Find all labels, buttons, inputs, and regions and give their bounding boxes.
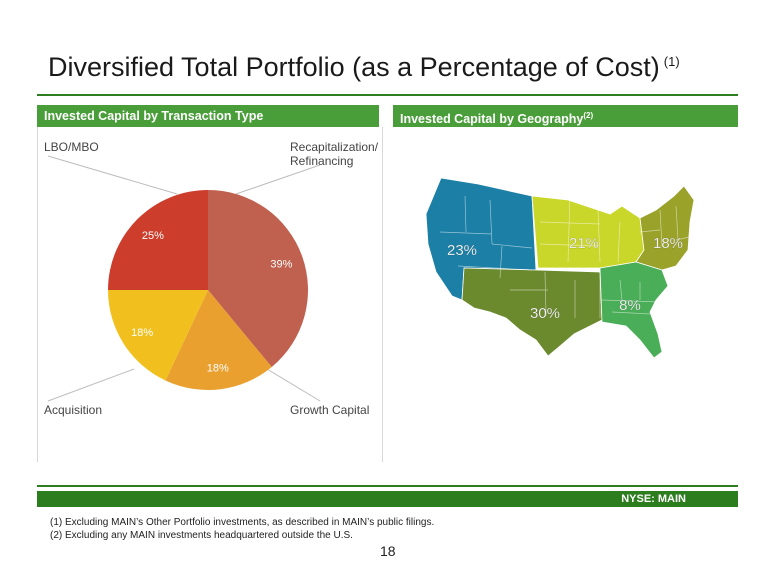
map-region-west: [425, 177, 537, 301]
map-region-southeast-label: 8%: [619, 297, 641, 314]
footnote-2: (2) Excluding any MAIN investments headq…: [50, 530, 353, 541]
label-recapitalization-line1: Recapitalization/: [290, 140, 379, 154]
leader-line-acquisition: [47, 368, 135, 402]
footer-ticker-bar: NYSE: MAIN: [37, 491, 738, 507]
map-region-west-label: 23%: [447, 242, 477, 259]
transaction-type-header: Invested Capital by Transaction Type: [37, 105, 379, 127]
pie-label-0: 39%: [270, 259, 292, 271]
slide-title: Diversified Total Portfolio (as a Percen…: [48, 52, 680, 82]
geography-footnote-marker: (2): [583, 111, 594, 120]
label-acquisition: Acquisition: [44, 403, 103, 417]
map-region-south-central-label: 30%: [530, 305, 560, 322]
pie-label-2: 18%: [131, 327, 153, 339]
left-panel-divider: [37, 127, 38, 462]
label-recapitalization-line2: Refinancing: [290, 154, 354, 168]
pie-slice-acquisition: [108, 290, 208, 381]
leader-line-recap: [235, 164, 321, 195]
map-regions: [425, 177, 695, 359]
geography-header: Invested Capital by Geography(2): [393, 105, 738, 127]
pie-slice-recapitalization-refinancing: [208, 190, 308, 368]
pie-label-1: 18%: [207, 362, 229, 374]
pie-slices: 39% 18% 18% 25%: [108, 190, 308, 390]
pie-slice-growth-capital: [165, 290, 272, 390]
map-region-northeast-label: 18%: [653, 235, 683, 252]
leader-line-growth: [261, 365, 321, 402]
leader-line-lbo: [47, 155, 178, 195]
title-footnote-marker: (1): [663, 54, 680, 69]
map-region-southeast: [599, 261, 669, 359]
map-region-labels: 23% 21% 18% 30% 8%: [447, 235, 683, 322]
map-region-south-central: [461, 267, 603, 357]
pie-slice-lbo-mbo: [108, 190, 208, 290]
footer-thin-rule: [37, 485, 738, 487]
state-borders: [439, 193, 695, 318]
label-recapitalization: Recapitalization/ Refinancing: [290, 140, 378, 168]
leader-lines: [47, 155, 321, 402]
footnote-1: (1) Excluding MAIN’s Other Portfolio inv…: [50, 517, 435, 528]
title-rule: [37, 94, 738, 96]
page-number: 18: [380, 543, 396, 559]
label-growth-capital: Growth Capital: [290, 403, 370, 417]
map-region-midwest: [531, 195, 645, 269]
pie-label-3: 25%: [142, 230, 164, 242]
center-panel-divider: [382, 127, 383, 462]
map-region-northeast: [635, 185, 695, 271]
label-lbo-mbo: LBO/MBO: [44, 140, 99, 154]
map-region-midwest-label: 21%: [569, 235, 599, 252]
